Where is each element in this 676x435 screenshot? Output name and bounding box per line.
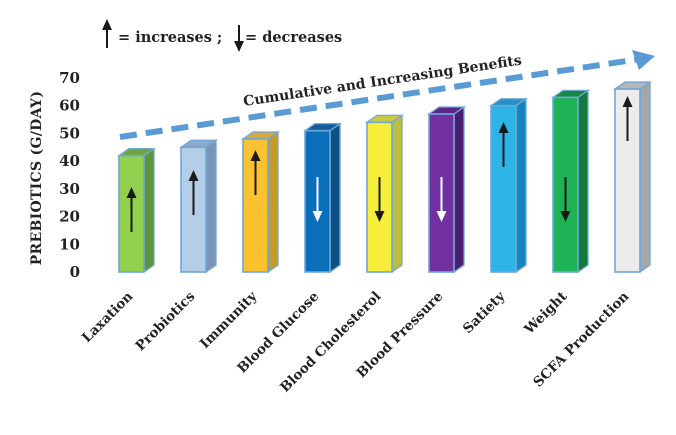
bar xyxy=(178,139,219,274)
bar-side xyxy=(143,147,155,274)
decrease-arrow-icon xyxy=(560,177,571,222)
bar-side xyxy=(391,114,403,274)
decrease-arrow-icon xyxy=(374,177,385,222)
bar-side xyxy=(267,130,279,274)
bars xyxy=(116,80,653,274)
bar xyxy=(426,105,467,274)
bar-front xyxy=(552,96,579,273)
bar xyxy=(488,97,529,274)
y-tick-label: 30 xyxy=(59,180,80,198)
bar-side xyxy=(205,139,217,274)
bar xyxy=(550,89,591,274)
y-tick-label: 10 xyxy=(59,235,80,253)
x-tick-label: Immunity xyxy=(197,288,261,352)
legend-increase-label: = increases ; xyxy=(118,29,222,46)
decrease-arrow-icon xyxy=(312,177,323,222)
y-axis-ticks: 0 10 20 30 40 50 60 70 xyxy=(59,69,80,281)
trend-dashed-arrow xyxy=(119,56,641,140)
increase-arrow-icon xyxy=(126,187,137,232)
bar xyxy=(240,130,281,274)
bar-side xyxy=(639,80,651,274)
legend: = increases ; = decreases xyxy=(102,19,342,52)
bar xyxy=(364,114,405,274)
increase-arrow-icon xyxy=(498,122,509,167)
x-tick-label: Probiotics xyxy=(133,288,199,354)
y-tick-label: 60 xyxy=(59,97,80,115)
legend-up-arrow-icon xyxy=(102,19,112,48)
y-tick-label: 70 xyxy=(59,69,80,87)
trend-arrowhead-icon xyxy=(632,50,655,70)
bar-side xyxy=(577,89,589,274)
decrease-arrow-icon xyxy=(436,177,447,222)
bar-side xyxy=(329,122,341,274)
bar xyxy=(612,80,653,274)
bar-side xyxy=(453,105,465,274)
y-axis-label: PREBIOTICS (G/DAY) xyxy=(29,91,45,266)
x-tick-label: Laxation xyxy=(79,288,137,346)
bar xyxy=(302,122,343,274)
legend-decrease-label: = decreases xyxy=(245,29,342,46)
y-tick-label: 0 xyxy=(70,263,80,281)
bar xyxy=(116,147,157,274)
x-tick-label: Weight xyxy=(521,288,571,338)
increase-arrow-icon xyxy=(622,96,633,141)
y-tick-label: 50 xyxy=(59,124,80,142)
increase-arrow-icon xyxy=(250,150,261,195)
y-tick-label: 40 xyxy=(59,152,80,170)
bar-side xyxy=(515,97,527,274)
increase-arrow-icon xyxy=(188,170,199,215)
x-tick-label: Blood Cholesterol xyxy=(277,289,384,396)
y-tick-label: 20 xyxy=(59,208,80,226)
legend-down-arrow-icon xyxy=(234,25,244,52)
x-tick-label: Satiety xyxy=(460,288,509,337)
